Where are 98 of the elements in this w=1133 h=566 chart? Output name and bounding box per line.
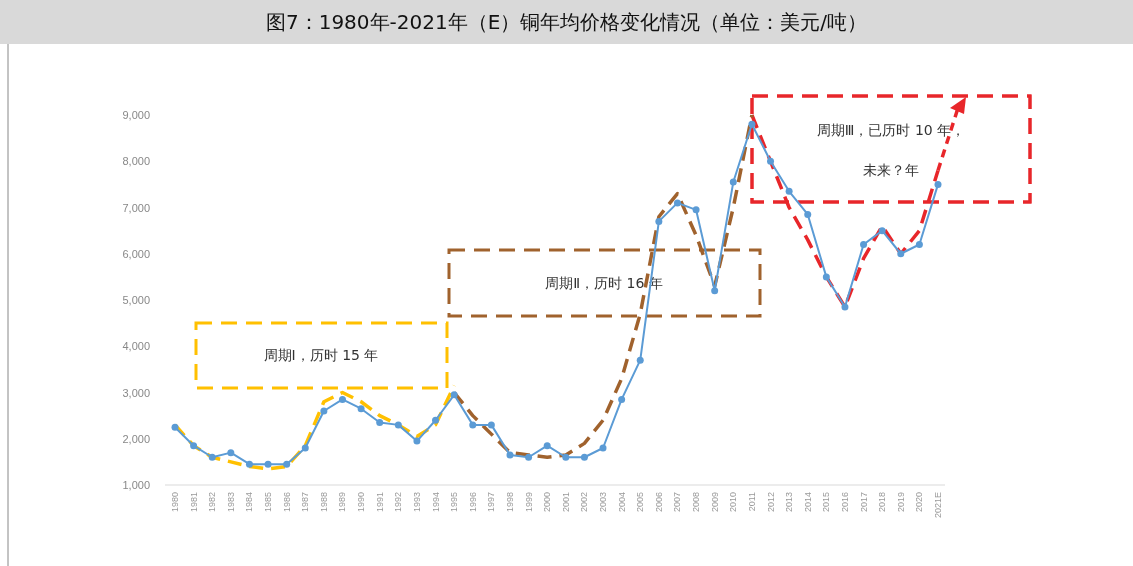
x-tick-label: 2004 bbox=[616, 492, 627, 513]
point bbox=[190, 442, 198, 450]
point bbox=[543, 442, 551, 450]
point bbox=[915, 241, 923, 248]
point bbox=[264, 460, 272, 468]
x-tick-label: 1991 bbox=[374, 492, 385, 513]
x-tick-label: 2009 bbox=[709, 492, 720, 513]
point bbox=[413, 437, 421, 445]
y-tick-label: 5,000 bbox=[122, 294, 150, 306]
point bbox=[301, 444, 309, 452]
point bbox=[208, 453, 216, 461]
x-tick-label: 1993 bbox=[411, 492, 422, 513]
x-tick-label: 2019 bbox=[895, 492, 906, 513]
point bbox=[487, 421, 495, 429]
x-tick-label: 2014 bbox=[802, 492, 813, 513]
point bbox=[767, 157, 775, 165]
point bbox=[357, 405, 365, 413]
x-tick-label: 1994 bbox=[430, 492, 441, 513]
annotation: 未来？年 bbox=[863, 162, 919, 178]
x-tick-label: 2003 bbox=[598, 492, 609, 513]
point bbox=[525, 453, 533, 461]
point bbox=[636, 356, 644, 364]
x-tick-label: 2018 bbox=[877, 492, 888, 513]
x-tick-label: 2015 bbox=[821, 492, 832, 513]
x-tick-label: 2000 bbox=[542, 492, 553, 513]
x-tick-label: 1988 bbox=[318, 492, 329, 513]
point bbox=[822, 273, 830, 281]
x-tick-label: 2021E bbox=[933, 492, 943, 519]
point bbox=[897, 250, 905, 258]
point bbox=[729, 178, 737, 186]
point bbox=[599, 444, 607, 452]
x-tick-label: 1983 bbox=[225, 492, 236, 513]
point bbox=[841, 303, 849, 311]
point bbox=[227, 449, 235, 457]
point bbox=[748, 120, 756, 128]
x-tick-label: 2010 bbox=[728, 492, 739, 513]
x-tick-label: 1995 bbox=[449, 492, 460, 513]
point bbox=[618, 395, 626, 403]
y-tick-label: 7,000 bbox=[122, 201, 150, 214]
x-tick-label: 2008 bbox=[691, 492, 702, 513]
annotation: 周期Ⅲ，已历时 10 年， bbox=[816, 122, 966, 138]
point bbox=[245, 460, 253, 468]
x-tick-label: 2005 bbox=[635, 492, 646, 513]
x-tick-label: 1998 bbox=[504, 492, 515, 513]
point bbox=[283, 460, 291, 468]
y-tick-label: 4,000 bbox=[122, 340, 150, 353]
point bbox=[469, 421, 477, 429]
x-tick-label: 1990 bbox=[356, 492, 367, 513]
point bbox=[711, 287, 719, 295]
point bbox=[655, 217, 663, 225]
point bbox=[450, 391, 458, 399]
x-tick-label: 2011 bbox=[746, 492, 757, 512]
point bbox=[562, 453, 570, 461]
y-tick-label: 3,000 bbox=[122, 386, 150, 399]
y-tick-label: 1,000 bbox=[122, 479, 150, 491]
x-tick-label: 2012 bbox=[765, 492, 776, 513]
annotation: 周期Ⅰ，历时 15 年 bbox=[263, 347, 379, 363]
x-tick-label: 1999 bbox=[523, 492, 534, 513]
y-tick-label: 2,000 bbox=[122, 432, 150, 445]
x-tick-label: 1992 bbox=[393, 492, 404, 513]
x-tick-label: 1986 bbox=[281, 492, 292, 513]
point bbox=[580, 453, 588, 461]
x-tick-label: 2020 bbox=[914, 492, 925, 513]
point bbox=[692, 206, 700, 214]
x-tick-label: 1987 bbox=[300, 492, 311, 513]
x-tick-label: 1997 bbox=[486, 492, 497, 513]
x-tick-label: 1980 bbox=[170, 492, 180, 513]
point bbox=[320, 407, 328, 415]
x-tick-label: 2006 bbox=[653, 492, 664, 513]
point bbox=[860, 241, 868, 248]
point bbox=[804, 210, 812, 218]
point bbox=[394, 421, 402, 429]
point bbox=[506, 451, 514, 459]
x-tick-label: 2001 bbox=[560, 492, 571, 513]
x-tick-label: 2013 bbox=[784, 492, 795, 513]
x-tick-label: 2002 bbox=[579, 492, 590, 513]
point bbox=[673, 199, 681, 207]
point bbox=[432, 416, 440, 424]
x-tick-label: 1996 bbox=[467, 492, 478, 513]
point bbox=[338, 395, 346, 403]
x-tick-label: 2016 bbox=[839, 492, 850, 513]
x-tick-label: 1982 bbox=[207, 492, 218, 513]
point bbox=[376, 419, 384, 427]
point bbox=[171, 423, 179, 431]
point bbox=[934, 180, 942, 188]
y-tick-label: 6,000 bbox=[122, 247, 150, 260]
chart-title: 图7：1980年-2021年（E）铜年均价格变化情况（单位：美元/吨） bbox=[265, 10, 868, 34]
y-tick-label: 9,000 bbox=[122, 109, 150, 121]
y-tick-label: 8,000 bbox=[122, 155, 150, 168]
x-tick-label: 2017 bbox=[858, 492, 869, 513]
x-tick-label: 1981 bbox=[188, 492, 199, 513]
line-series bbox=[452, 113, 754, 459]
point bbox=[785, 187, 793, 195]
x-tick-label: 2007 bbox=[672, 492, 683, 513]
x-tick-label: 1984 bbox=[244, 492, 255, 513]
x-tick-label: 1985 bbox=[263, 492, 274, 513]
x-tick-label: 1989 bbox=[337, 492, 348, 513]
point bbox=[878, 227, 886, 235]
